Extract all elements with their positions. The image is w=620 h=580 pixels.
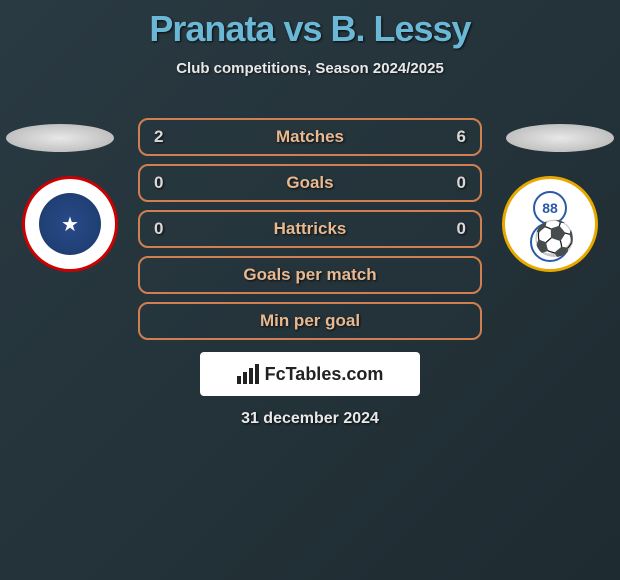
persija-badge-icon [39, 193, 101, 255]
player-photo-placeholder-left [6, 124, 114, 152]
stat-label: Goals [174, 173, 446, 193]
stats-panel: 2 Matches 6 0 Goals 0 0 Hattricks 0 Goal… [138, 118, 482, 348]
stat-right-value: 0 [446, 219, 466, 239]
stat-label: Goals per match [174, 265, 446, 285]
stat-label: Min per goal [174, 311, 446, 331]
bar-chart-icon [237, 364, 259, 384]
stat-left-value: 0 [154, 173, 174, 193]
stat-label: Matches [174, 127, 446, 147]
comparison-date: 31 december 2024 [0, 410, 620, 428]
player-photo-placeholder-right [506, 124, 614, 152]
stat-right-value: 0 [446, 173, 466, 193]
stat-left-value: 2 [154, 127, 174, 147]
stat-row-goals: 0 Goals 0 [138, 164, 482, 202]
soccer-ball-icon [530, 222, 570, 262]
comparison-subtitle: Club competitions, Season 2024/2025 [0, 60, 620, 77]
comparison-title: Pranata vs B. Lessy [0, 0, 620, 50]
barito-badge-icon: 88 [513, 187, 588, 262]
team-logo-right: 88 [502, 176, 598, 272]
stat-row-matches: 2 Matches 6 [138, 118, 482, 156]
stat-row-hattricks: 0 Hattricks 0 [138, 210, 482, 248]
stat-row-min-per-goal: Min per goal [138, 302, 482, 340]
stat-left-value: 0 [154, 219, 174, 239]
team-logo-left [22, 176, 118, 272]
stat-row-goals-per-match: Goals per match [138, 256, 482, 294]
brand-text: FcTables.com [265, 364, 384, 385]
stat-label: Hattricks [174, 219, 446, 239]
brand-watermark[interactable]: FcTables.com [200, 352, 420, 396]
stat-right-value: 6 [446, 127, 466, 147]
